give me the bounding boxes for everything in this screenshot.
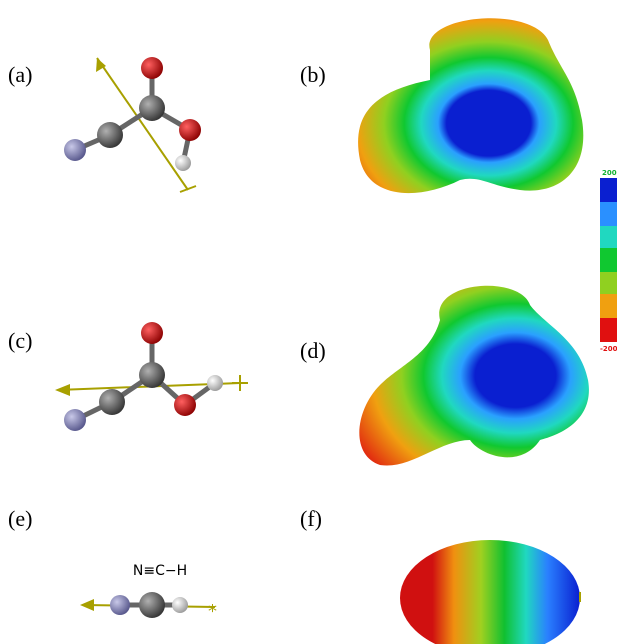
panel-label: (c) xyxy=(8,328,32,353)
panel-label: (f) xyxy=(300,506,322,531)
colorbar-max: 200 xyxy=(602,169,617,177)
svg-text:*: * xyxy=(208,601,217,622)
esp-surface-b xyxy=(358,18,583,193)
molecule-c xyxy=(55,322,248,431)
panel-label: (b) xyxy=(300,62,326,87)
panel-label: (d) xyxy=(300,338,326,363)
panel-label: (a) xyxy=(8,62,32,87)
molecule-e: * xyxy=(80,592,217,622)
figure: (a) (b) (c) (d) (e) (f) 200 -200 N≡C−H * xyxy=(0,0,617,644)
panel-label: (e) xyxy=(8,506,32,531)
molecule-label: N≡C−H xyxy=(133,563,187,579)
esp-surface-f xyxy=(400,540,580,644)
esp-surface-d xyxy=(359,286,589,466)
molecule-a xyxy=(64,57,201,192)
colorbar: 200 -200 xyxy=(600,169,617,353)
colorbar-min: -200 xyxy=(600,345,617,353)
